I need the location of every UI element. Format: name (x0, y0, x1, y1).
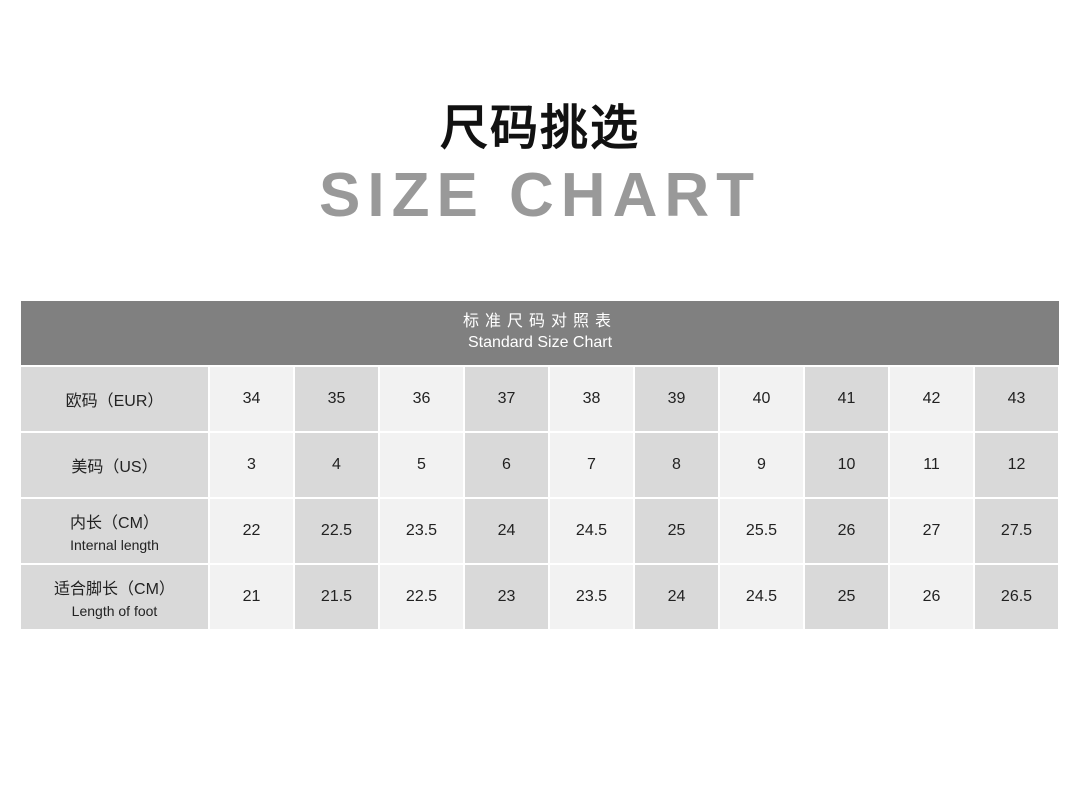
table-row: 美码（US） 3 4 5 6 7 8 9 10 11 12 (21, 433, 1059, 497)
table-cell: 23.5 (380, 499, 463, 563)
table-header-cn: 标准尺码对照表 (462, 311, 617, 330)
table-cell: 42 (890, 367, 973, 431)
table-cell: 25 (805, 565, 888, 629)
table-cell: 36 (380, 367, 463, 431)
row-label: 美码（US） (21, 433, 208, 497)
table-cell: 6 (465, 433, 548, 497)
table-cell: 3 (210, 433, 293, 497)
table-cell: 5 (380, 433, 463, 497)
table-cell: 27.5 (975, 499, 1058, 563)
table-cell: 22.5 (295, 499, 378, 563)
table-cell: 35 (295, 367, 378, 431)
table-cell: 21.5 (295, 565, 378, 629)
row-label-text: 欧码（EUR） (65, 393, 164, 410)
table-cell: 39 (635, 367, 718, 431)
row-label-sub: Length of foot (71, 603, 158, 619)
row-label: 内长（CM） Internal length (21, 499, 208, 563)
table-cell: 11 (890, 433, 973, 497)
table-row: 适合脚长（CM） Length of foot 21 21.5 22.5 23 23.5 24… (21, 565, 1059, 629)
table-cell: 25 (635, 499, 718, 563)
table-cell: 10 (805, 433, 888, 497)
page-title: 尺码挑选 (439, 100, 640, 156)
table-cell: 27 (890, 499, 973, 563)
table-cell: 22.5 (380, 565, 463, 629)
table-cell: 41 (805, 367, 888, 431)
table-cell: 40 (720, 367, 803, 431)
table-cell: 23 (465, 565, 548, 629)
table-cell: 8 (635, 433, 718, 497)
table-cell: 24 (465, 499, 548, 563)
table-cell: 24.5 (550, 499, 633, 563)
page-subtitle: SIZE CHART (319, 161, 761, 230)
table-cell: 37 (465, 367, 548, 431)
table-row: 内长（CM） Internal length 22 22.5 23.5 24 24.5 25 2… (21, 499, 1059, 563)
row-label-text: 适合脚长（CM） (54, 581, 175, 598)
table-cell: 26 (890, 565, 973, 629)
table-cell: 24.5 (720, 565, 803, 629)
table-cell: 7 (550, 433, 633, 497)
table-cell: 25.5 (720, 499, 803, 563)
table-cell: 22 (210, 499, 293, 563)
table-header: 标准尺码对照表 Standard Size Chart (21, 301, 1059, 365)
table-cell: 23.5 (550, 565, 633, 629)
table-cell: 34 (210, 367, 293, 431)
table-cell: 12 (975, 433, 1058, 497)
size-chart-table: 标准尺码对照表 Standard Size Chart 欧码（EUR） 34 35 3… (21, 301, 1059, 629)
row-label: 适合脚长（CM） Length of foot (21, 565, 208, 629)
table-header-en: Standard Size Chart (467, 334, 613, 351)
table-cell: 9 (720, 433, 803, 497)
row-label-sub: Internal length (70, 537, 159, 553)
table-cell: 26.5 (975, 565, 1058, 629)
row-label: 欧码（EUR） (21, 367, 208, 431)
table-cell: 26 (805, 499, 888, 563)
table-cell: 4 (295, 433, 378, 497)
table-cell: 24 (635, 565, 718, 629)
table-cell: 38 (550, 367, 633, 431)
table-cell: 21 (210, 565, 293, 629)
row-label-text: 内长（CM） (70, 515, 159, 532)
table-row: 欧码（EUR） 34 35 36 37 38 39 40 41 42 43 (21, 367, 1059, 431)
row-label-text: 美码（US） (71, 459, 158, 476)
table-cell: 43 (975, 367, 1058, 431)
